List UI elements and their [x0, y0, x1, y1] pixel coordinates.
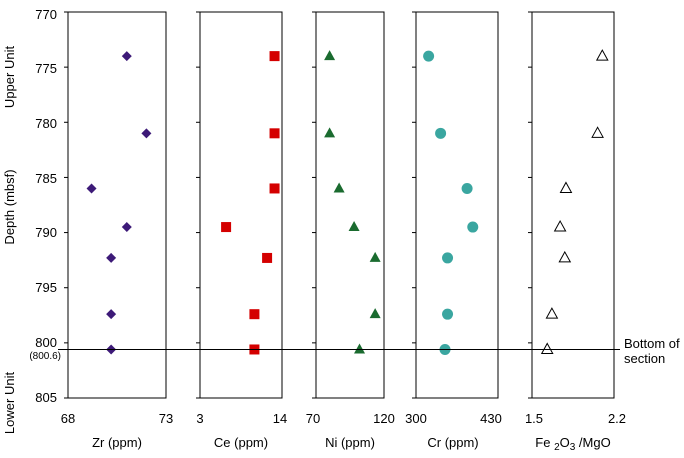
boundary-depth-label: (800.6)	[29, 351, 61, 362]
data-point	[467, 221, 479, 233]
data-point	[540, 342, 554, 354]
data-points	[324, 50, 381, 354]
x-axis-label: Ni (ppm)	[325, 435, 375, 450]
upper-unit-label: Upper Unit	[2, 46, 17, 109]
data-point	[269, 183, 280, 194]
y-ticks	[312, 11, 316, 399]
x-tick-label-min: 3	[196, 411, 203, 426]
x-axis-label-subscript: 2	[554, 442, 560, 453]
data-points	[423, 50, 479, 355]
data-point	[558, 250, 572, 263]
x-axis-label: Fe 2O3 /MgO	[535, 435, 610, 453]
lower-unit-label: Lower Unit	[2, 372, 17, 435]
panel-ni: 70 120 Ni (ppm)	[306, 11, 395, 450]
y-tick-label: 800	[35, 335, 57, 350]
data-point	[262, 252, 273, 263]
bottom-of-section-note-line1: Bottom of	[624, 336, 680, 351]
x-tick-label-min: 68	[61, 411, 75, 426]
data-points	[86, 51, 152, 355]
data-point	[106, 252, 117, 263]
data-point	[221, 222, 232, 233]
data-point	[423, 50, 435, 62]
panel-frame	[199, 11, 283, 399]
y-tick-label: 780	[35, 116, 57, 131]
y-tick-label: 790	[35, 225, 57, 240]
x-tick-label-min: 1.5	[525, 411, 543, 426]
x-tick-label-max: 73	[159, 411, 173, 426]
x-tick-label-max: 120	[373, 411, 395, 426]
y-ticks	[412, 11, 416, 399]
data-point	[324, 50, 336, 61]
data-point	[595, 49, 609, 61]
data-point	[106, 309, 117, 320]
data-point	[369, 251, 381, 262]
x-tick-label-min: 300	[405, 411, 427, 426]
data-point	[442, 252, 454, 264]
data-point	[348, 221, 360, 232]
x-axis-label: Ce (ppm)	[214, 435, 268, 450]
x-tick-label-max: 14	[273, 411, 287, 426]
y-tick-label: 805	[35, 390, 57, 405]
data-point	[553, 220, 567, 232]
data-point	[354, 343, 366, 354]
x-axis-label-part: /MgO	[575, 435, 610, 450]
data-point	[249, 309, 260, 320]
data-point	[545, 307, 559, 319]
panel-frame	[67, 11, 167, 399]
data-point	[324, 127, 336, 138]
panel-frame	[415, 11, 499, 399]
data-point	[269, 128, 280, 139]
y-tick-labels: 770 775 780 785 790 795 800 805	[35, 7, 57, 405]
data-point	[442, 308, 454, 320]
data-points	[540, 49, 609, 354]
data-point	[269, 51, 280, 62]
x-axis-label-part: Fe	[535, 435, 554, 450]
data-point	[559, 181, 573, 193]
y-tick-label: 775	[35, 61, 57, 76]
y-axis-label: Depth (mbsf)	[2, 169, 17, 244]
x-tick-label-min: 70	[306, 411, 320, 426]
bottom-of-section-note-line2: section	[624, 351, 665, 366]
panel-ce: 3 14 Ce (ppm)	[196, 11, 287, 450]
data-point	[369, 308, 381, 319]
panel-frame	[531, 11, 615, 399]
data-point	[333, 182, 345, 193]
data-point	[86, 183, 97, 194]
panel-fe2o3-mgo: 1.5 2.2 Fe 2O3 /MgO	[525, 11, 626, 453]
data-point	[121, 51, 132, 62]
y-tick-label: 785	[35, 171, 57, 186]
y-tick-label: 770	[35, 7, 57, 22]
y-ticks	[528, 11, 532, 399]
x-axis-label: Zr (ppm)	[92, 435, 142, 450]
x-tick-label-max: 2.2	[608, 411, 626, 426]
data-point	[435, 127, 447, 139]
data-point	[591, 126, 604, 138]
data-points	[221, 51, 280, 355]
data-point	[461, 182, 473, 194]
data-point	[121, 222, 132, 233]
panel-zr: 68 73 Zr (ppm)	[61, 11, 173, 450]
x-tick-label-max: 430	[480, 411, 502, 426]
y-tick-label: 795	[35, 280, 57, 295]
panel-frame	[315, 11, 385, 399]
x-axis-label-part: O	[560, 435, 570, 450]
y-ticks	[196, 11, 200, 399]
data-point	[141, 128, 152, 139]
x-axis-label-subscript: 3	[570, 442, 576, 453]
x-axis-label: Cr (ppm)	[427, 435, 478, 450]
panel-cr: 300 430 Cr (ppm)	[405, 11, 502, 450]
y-ticks	[64, 11, 68, 399]
